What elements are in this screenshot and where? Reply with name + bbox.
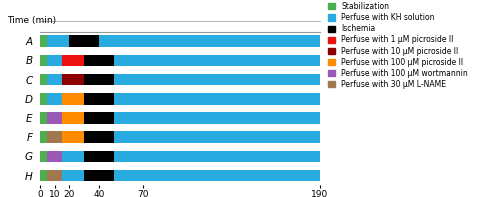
Bar	[114, 112, 320, 124]
Bar	[84, 112, 114, 124]
Bar	[40, 93, 48, 104]
Bar	[114, 74, 320, 85]
Bar	[40, 55, 48, 66]
Bar	[84, 55, 114, 66]
Bar	[114, 93, 320, 104]
Bar	[40, 151, 48, 162]
Bar	[62, 74, 84, 85]
Bar	[48, 93, 62, 104]
Bar	[40, 131, 48, 143]
Bar	[99, 35, 320, 47]
Bar	[40, 170, 48, 181]
Bar	[114, 170, 320, 181]
Bar	[62, 170, 84, 181]
Bar	[114, 151, 320, 162]
Bar	[114, 55, 320, 66]
Bar	[40, 35, 48, 47]
Bar	[84, 74, 114, 85]
Bar	[62, 112, 84, 124]
Bar	[84, 93, 114, 104]
Text: Time (min): Time (min)	[8, 16, 56, 25]
Bar	[40, 112, 48, 124]
Bar	[84, 170, 114, 181]
Bar	[48, 131, 62, 143]
Bar	[62, 93, 84, 104]
Bar	[62, 55, 84, 66]
Bar	[62, 151, 84, 162]
Bar	[48, 74, 62, 85]
Legend: Stabilization, Perfuse with KH solution, Ischemia, Perfuse with 1 μM picroside I: Stabilization, Perfuse with KH solution,…	[328, 2, 468, 89]
Bar	[114, 131, 320, 143]
Bar	[70, 35, 99, 47]
Bar	[84, 131, 114, 143]
Bar	[84, 151, 114, 162]
Bar	[48, 151, 62, 162]
Bar	[62, 131, 84, 143]
Bar	[40, 74, 48, 85]
Bar	[48, 112, 62, 124]
Bar	[48, 35, 70, 47]
Bar	[48, 55, 62, 66]
Bar	[48, 170, 62, 181]
